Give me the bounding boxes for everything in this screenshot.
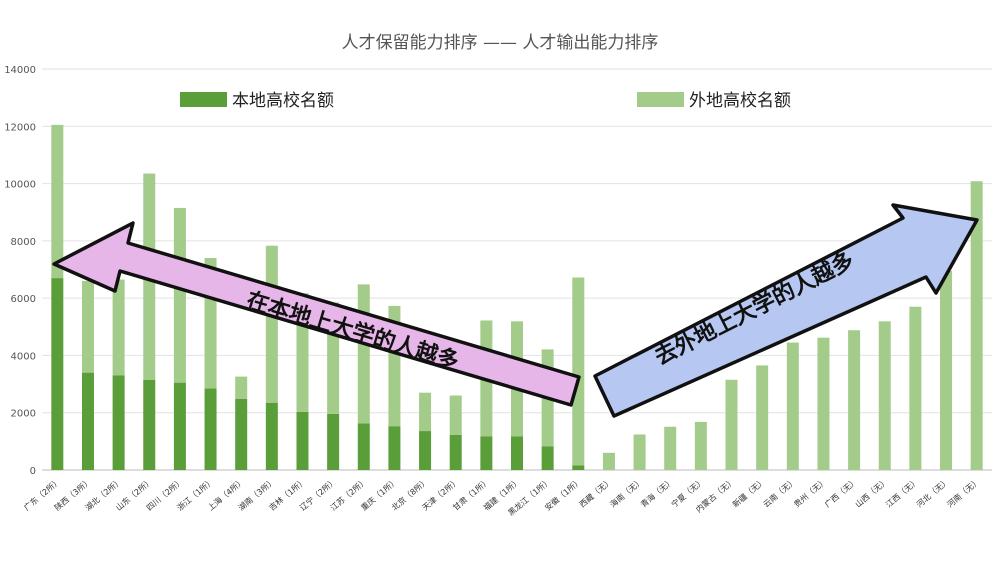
bar-local — [388, 426, 401, 470]
bar-local — [112, 375, 125, 470]
legend-label-other: 外地高校名额 — [689, 91, 791, 111]
legend: 本地高校名额 外地高校名额 — [180, 91, 791, 111]
x-tick-label: 海南（无） — [608, 476, 645, 509]
y-tick-label: 10000 — [4, 180, 36, 191]
bar-other — [817, 337, 830, 470]
bar-local — [327, 413, 340, 470]
x-tick-label: 山西（无） — [853, 476, 890, 509]
bar-other — [572, 277, 585, 466]
bar-other — [51, 124, 64, 279]
y-tick-label: 8000 — [11, 237, 36, 248]
bar-local — [81, 372, 94, 470]
chart-title: 人才保留能力排序 —— 人才输出能力排序 — [342, 33, 659, 53]
y-tick-label: 0 — [30, 466, 36, 477]
bar-other — [694, 421, 707, 470]
y-tick-label: 14000 — [4, 65, 36, 76]
bar-other — [112, 279, 125, 376]
bar-other — [664, 426, 677, 470]
bar-local — [204, 388, 217, 470]
bar-other — [449, 395, 462, 435]
x-tick-label: 新疆（无） — [730, 476, 767, 509]
x-axis-ticks: 广东（2所）陕西（3所）湖北（2所）山东（2所）四川（2所）浙江（1所）上海（4… — [22, 476, 982, 518]
bar-other — [173, 207, 186, 383]
bar-other — [970, 181, 983, 470]
x-tick-label: 青海（无） — [638, 476, 675, 509]
bar-local — [419, 431, 432, 470]
x-tick-label: 西藏（无） — [577, 476, 614, 509]
right-arrow-shape — [593, 203, 979, 418]
y-tick-label: 4000 — [11, 351, 36, 362]
bar-other — [786, 342, 799, 470]
bar-other — [878, 321, 891, 470]
bar-other — [725, 379, 738, 470]
legend-swatch-other — [637, 92, 684, 107]
y-axis-ticks: 0 2000 4000 6000 8000 10000 12000 14000 — [4, 65, 36, 477]
bar-other — [848, 330, 861, 470]
x-tick-label: 江西（无） — [884, 477, 920, 510]
bar-local — [480, 436, 493, 470]
x-tick-label: 云南（无） — [761, 476, 798, 509]
bar-other — [756, 365, 769, 470]
bar-local — [235, 398, 248, 470]
bar-other — [419, 392, 432, 432]
legend-swatch-local — [180, 92, 227, 107]
bar-local — [449, 434, 462, 470]
left-arrow-shape — [52, 221, 581, 407]
bars — [51, 124, 983, 470]
bar-other — [357, 284, 370, 424]
bar-other — [633, 434, 646, 470]
bar-other — [602, 452, 615, 470]
x-tick-label: 广西（无） — [822, 476, 859, 509]
legend-label-local: 本地高校名额 — [232, 91, 334, 111]
bar-other — [81, 280, 94, 373]
bar-local — [51, 278, 64, 470]
bar-local — [572, 465, 585, 470]
y-tick-label: 2000 — [11, 409, 36, 420]
x-tick-label: 河北（无） — [914, 476, 951, 509]
bar-local — [296, 411, 309, 470]
bar-other — [909, 306, 922, 470]
bar-other — [940, 270, 953, 470]
y-tick-label: 12000 — [4, 122, 36, 133]
bar-local — [173, 382, 186, 470]
x-tick-label: 贵州（无） — [792, 476, 829, 509]
bar-other — [265, 245, 278, 403]
bar-local — [265, 402, 278, 470]
y-tick-label: 6000 — [11, 294, 36, 305]
bar-other — [235, 376, 248, 399]
bar-local — [511, 436, 523, 470]
bar-local — [357, 423, 370, 470]
bar-local — [541, 446, 554, 470]
left-arrow-annotation: 在本地上大学的人越多 — [52, 221, 581, 407]
x-tick-label: 河南（无） — [945, 476, 982, 509]
bar-local — [143, 379, 156, 470]
